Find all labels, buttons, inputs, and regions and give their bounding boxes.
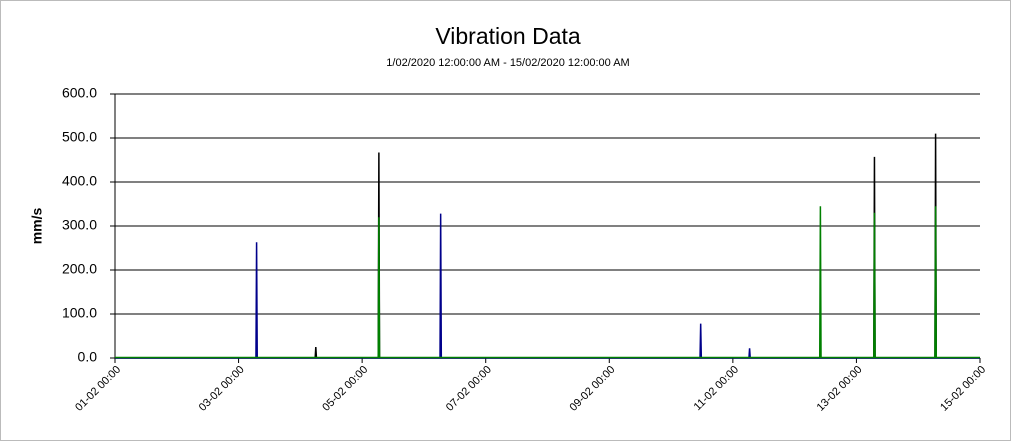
y-tick-label: 600.0: [62, 85, 97, 101]
y-tick-label: 0.0: [78, 349, 98, 365]
y-tick-label: 100.0: [62, 305, 97, 321]
chart-subtitle: 1/02/2020 12:00:00 AM - 15/02/2020 12:00…: [386, 57, 629, 69]
y-tick-label: 500.0: [62, 129, 97, 145]
y-tick-label: 200.0: [62, 261, 97, 277]
chart-title: Vibration Data: [435, 23, 581, 49]
y-tick-label: 400.0: [62, 173, 97, 189]
series-line: [115, 206, 980, 359]
y-tick-label: 300.0: [62, 217, 97, 233]
y-axis-label: mm/s: [29, 208, 45, 245]
